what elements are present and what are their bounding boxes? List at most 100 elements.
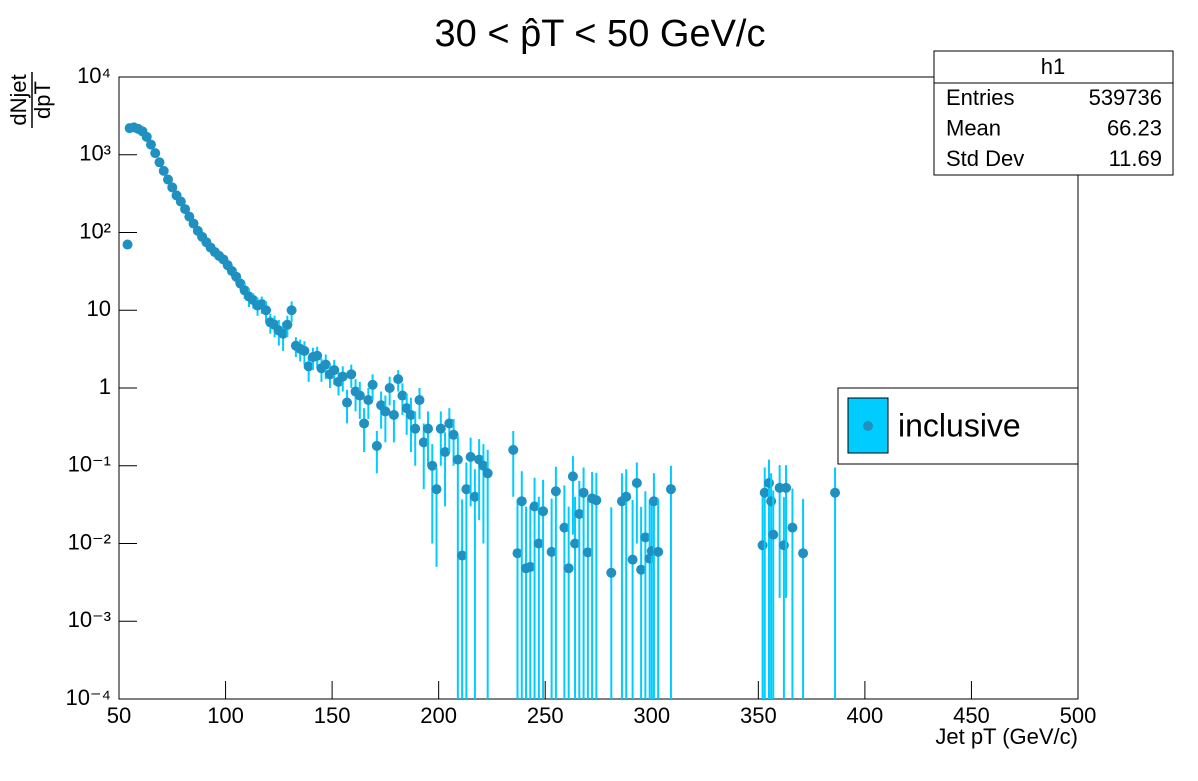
data-point (550, 486, 561, 497)
data-point (367, 379, 378, 390)
data-point (478, 460, 489, 471)
data-point (787, 522, 798, 533)
data-point (180, 204, 191, 215)
data-point (286, 305, 297, 316)
data-point (448, 429, 459, 440)
data-point (188, 218, 199, 229)
data-point (621, 491, 632, 502)
y-tick-label: 10⁻⁴ (65, 685, 111, 710)
data-point (759, 487, 770, 498)
stats-key: Mean (946, 115, 1001, 140)
data-point (384, 383, 395, 393)
data-point (582, 547, 593, 558)
data-point (397, 390, 408, 401)
data-point (122, 239, 133, 250)
y-tick-label: 1 (99, 374, 111, 399)
data-point (380, 406, 391, 417)
data-point (145, 139, 156, 150)
x-tick-label: 400 (847, 703, 884, 728)
x-tick-label: 450 (953, 703, 990, 728)
data-point (461, 484, 472, 495)
data-point (768, 529, 779, 540)
data-point (763, 477, 774, 488)
legend: inclusive (837, 387, 1079, 465)
data-point (482, 468, 493, 479)
data-point (778, 540, 789, 551)
legend-marker (863, 421, 873, 431)
data-point (371, 440, 382, 451)
y-tick-label: 10 (87, 296, 111, 321)
data-point (163, 174, 174, 185)
data-point (508, 444, 519, 455)
data-point (567, 471, 578, 482)
stats-frame (933, 50, 1174, 176)
y-axis-label: dNjet dpT (6, 72, 55, 128)
data-point (418, 437, 429, 448)
data-point (627, 554, 638, 565)
x-axis-label: Jet pT (GeV/c) (935, 724, 1078, 749)
data-point (574, 508, 585, 519)
stats-title: h1 (1041, 54, 1065, 79)
y-tick-label: 10⁴ (77, 63, 111, 88)
data-point (512, 548, 523, 559)
data-point (154, 157, 165, 168)
data-point (342, 397, 353, 408)
data-point (653, 546, 664, 557)
stats-value: 539736 (1089, 85, 1162, 110)
x-tick-label: 500 (1060, 703, 1097, 728)
data-point (423, 423, 434, 434)
stats-value: 11.69 (1109, 146, 1162, 171)
data-point (636, 564, 647, 575)
data-point (278, 328, 289, 339)
x-tick-label: 100 (207, 703, 244, 728)
data-point (282, 319, 293, 330)
stats-key: Entries (946, 85, 1014, 110)
y-tick-label: 10² (79, 218, 111, 243)
chart-title: 30 < p̂T < 50 GeV/c (435, 13, 766, 55)
data-point (444, 418, 455, 429)
data-point (337, 371, 348, 382)
x-tick-label: 200 (420, 703, 457, 728)
data-point (303, 361, 314, 372)
data-point (546, 546, 557, 557)
data-point (320, 359, 331, 370)
data-point (346, 369, 357, 380)
data-point (405, 409, 416, 420)
data-point (559, 522, 570, 533)
y-label-denominator: dpT (30, 81, 55, 119)
data-point (452, 454, 463, 465)
data-point (578, 487, 589, 498)
data-point (533, 538, 544, 549)
data-point (781, 482, 792, 493)
data-point (631, 477, 642, 488)
data-point (563, 563, 574, 574)
data-point (354, 390, 365, 401)
data-point (141, 131, 152, 142)
data-point (427, 460, 438, 471)
data-point (640, 532, 651, 543)
data-point (591, 495, 602, 506)
data-point (529, 501, 540, 512)
data-point (329, 365, 340, 376)
data-point (525, 561, 536, 572)
data-point (261, 305, 272, 316)
data-point (538, 506, 549, 517)
x-tick-label: 150 (314, 703, 351, 728)
data-point (766, 496, 777, 507)
x-tick-label: 250 (527, 703, 564, 728)
y-tick-label: 10⁻¹ (68, 452, 111, 477)
data-point (431, 484, 442, 495)
legend-label: inclusive (898, 407, 1021, 443)
data-point (150, 148, 161, 159)
x-tick-label: 300 (633, 703, 670, 728)
data-point (516, 496, 527, 507)
data-point (388, 409, 399, 420)
data-point (757, 540, 768, 551)
y-label-numerator: dNjet (6, 74, 31, 125)
data-point (393, 374, 404, 385)
data-point (299, 345, 310, 356)
data-point (312, 350, 323, 361)
x-tick-label: 50 (107, 703, 131, 728)
stats-key: Std Dev (946, 146, 1024, 171)
data-point (606, 567, 617, 578)
